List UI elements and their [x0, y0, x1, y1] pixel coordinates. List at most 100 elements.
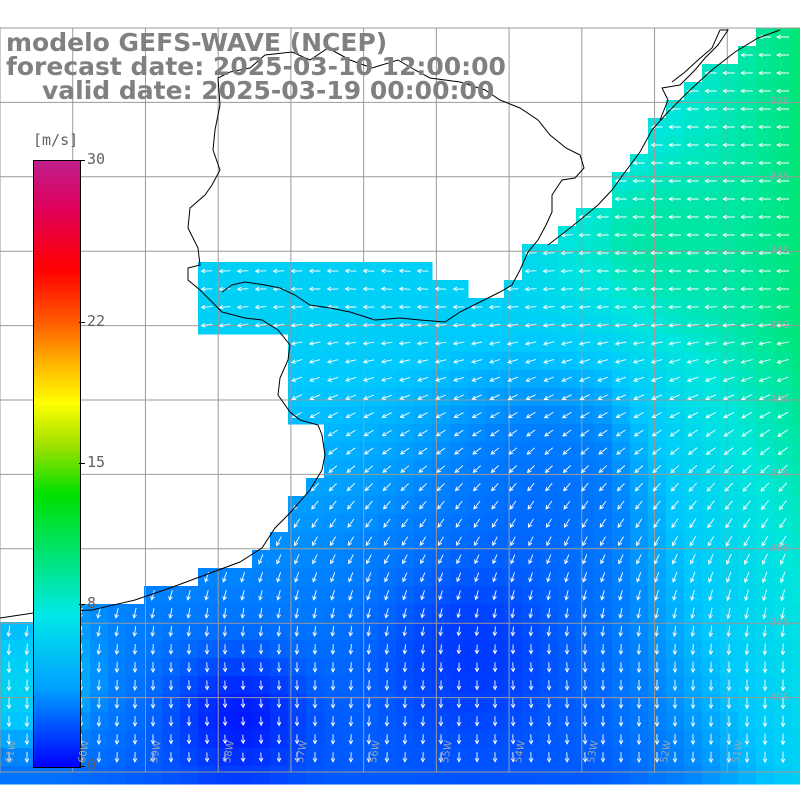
wind-arrow [345, 429, 356, 437]
wind-arrow [363, 429, 374, 437]
wind-arrow [434, 341, 447, 346]
wind-arrow [614, 359, 627, 364]
wind-arrow [758, 88, 771, 94]
wind-arrow [560, 323, 573, 328]
wind-arrow [312, 554, 318, 565]
wind-arrow [348, 752, 354, 763]
wind-arrow [420, 608, 425, 619]
wind-arrow [743, 553, 750, 565]
wind-arrow [690, 733, 696, 746]
wind-arrow [506, 341, 519, 346]
wind-arrow [724, 464, 734, 474]
wind-arrow [758, 52, 771, 58]
wind-arrow [632, 178, 645, 184]
speed-cell [90, 766, 109, 785]
wind-arrow [704, 341, 717, 346]
wind-arrow [632, 250, 645, 256]
wind-arrow [6, 643, 12, 656]
wind-arrow [726, 571, 732, 583]
wind-arrow [510, 626, 516, 637]
wind-arrow [366, 644, 372, 655]
wind-arrow [96, 625, 101, 638]
wind-arrow [759, 411, 771, 419]
wind-arrow [528, 734, 534, 745]
wind-arrow [597, 376, 609, 382]
wind-arrow [708, 697, 714, 710]
wind-arrow [636, 734, 642, 745]
wind-arrow [651, 429, 662, 437]
wind-arrow [708, 733, 714, 746]
wind-arrow [330, 626, 336, 637]
wind-arrow [309, 394, 321, 400]
wind-arrow [204, 698, 210, 709]
wind-arrow [400, 447, 410, 455]
wind-arrow [312, 716, 318, 727]
wind-arrow [150, 662, 156, 673]
latitude-label: 32S [770, 96, 790, 108]
wind-arrow [600, 554, 606, 565]
wind-arrow [762, 625, 768, 638]
wind-arrow [744, 751, 750, 764]
wind-arrow [24, 625, 29, 638]
wind-arrow [524, 268, 537, 274]
speed-cell [792, 334, 800, 353]
wind-arrow [686, 214, 699, 220]
wind-arrow [671, 500, 679, 510]
wind-arrow [600, 626, 606, 637]
wind-arrow [726, 697, 732, 710]
wind-arrow [348, 590, 354, 601]
wind-arrow [186, 589, 191, 601]
wind-arrow [760, 464, 770, 474]
wind-arrow [276, 644, 282, 655]
wind-arrow [382, 483, 392, 492]
wind-arrow [686, 142, 699, 148]
wind-arrow [690, 571, 696, 583]
speed-cell [684, 766, 703, 785]
speed-cell [54, 766, 73, 785]
wind-arrow [633, 376, 645, 382]
wind-arrow [525, 394, 536, 400]
wind-arrow [600, 734, 606, 745]
wind-arrow [258, 680, 264, 691]
wind-arrow [776, 358, 789, 364]
wind-arrow [708, 661, 714, 674]
wind-arrow [614, 304, 627, 310]
wind-arrow [290, 341, 303, 346]
wind-arrow [294, 734, 300, 745]
wind-arrow [366, 572, 372, 583]
wind-arrow [579, 412, 590, 419]
wind-arrow [704, 196, 717, 202]
wind-arrow [420, 752, 426, 763]
wind-arrow [291, 376, 303, 382]
wind-arrow [6, 661, 12, 674]
wind-arrow [722, 341, 735, 346]
wind-arrow [236, 268, 249, 274]
wind-arrow [704, 376, 717, 382]
wind-arrow [740, 322, 753, 328]
wind-arrow [708, 751, 714, 764]
speed-cell [792, 208, 800, 227]
wind-arrow [542, 286, 555, 292]
wind-arrow [366, 680, 372, 691]
wind-arrow [672, 661, 678, 674]
wind-arrow [654, 589, 659, 601]
wind-arrow [686, 359, 699, 364]
speed-cell [792, 406, 800, 425]
wind-arrow [672, 679, 678, 692]
wind-arrow [399, 376, 411, 382]
wind-arrow [543, 411, 554, 419]
wind-arrow [776, 394, 789, 401]
speed-cell [792, 622, 800, 641]
wind-arrow [168, 625, 174, 637]
wind-arrow [348, 734, 354, 745]
wind-arrow [344, 359, 357, 364]
wind-arrow [204, 734, 210, 745]
wind-arrow [293, 518, 301, 529]
wind-arrow [276, 589, 281, 601]
wind-arrow [708, 625, 714, 638]
wind-arrow [310, 482, 319, 492]
wind-arrow [668, 142, 681, 148]
wind-arrow [633, 429, 644, 437]
wind-arrow [776, 124, 789, 130]
wind-arrow [236, 323, 249, 328]
